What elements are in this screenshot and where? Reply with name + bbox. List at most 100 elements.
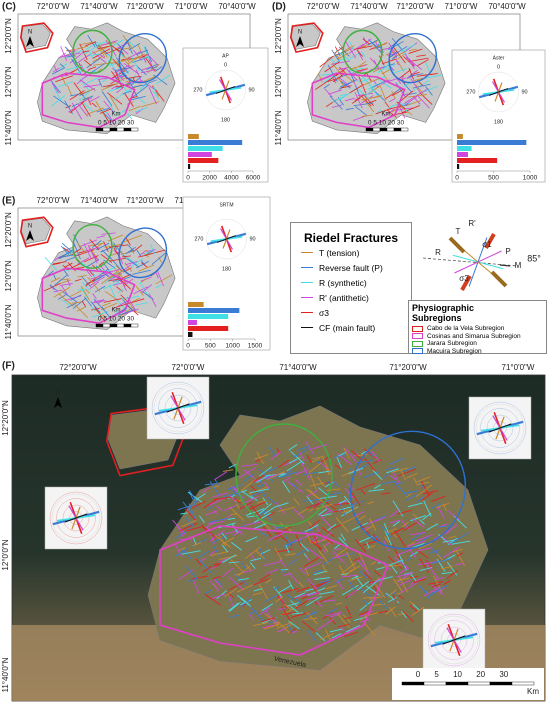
- fracture-line: [261, 617, 276, 623]
- fracture-line: [103, 100, 115, 113]
- fracture-line: [129, 298, 145, 304]
- fracture-line: [186, 526, 202, 532]
- fracture-line: [363, 95, 374, 106]
- rose-petal: [442, 635, 466, 645]
- fracture-line: [377, 63, 391, 74]
- subregion-outline: [289, 22, 324, 54]
- fracture-line: [209, 517, 229, 523]
- tick-label: 500: [205, 343, 216, 350]
- fracture-line: [76, 306, 86, 312]
- fracture-line: [312, 455, 325, 460]
- fracture-line: [115, 84, 131, 88]
- longitude-label: 71°40'0"W: [80, 196, 118, 205]
- fracture-line: [249, 610, 257, 614]
- fracture-line: [241, 562, 247, 571]
- fracture-line: [214, 535, 232, 548]
- fracture-line: [441, 571, 453, 575]
- fracture-line: [397, 54, 405, 60]
- legend-swatch: [301, 251, 313, 254]
- fracture-line: [426, 523, 439, 531]
- scale-bar: [130, 127, 139, 132]
- fracture-line: [275, 548, 293, 553]
- fracture-line: [239, 466, 257, 478]
- rose-ring: [480, 408, 520, 448]
- fracture-line: [389, 519, 401, 524]
- rose-circle: [153, 383, 203, 433]
- fracture-line: [389, 606, 397, 617]
- fracture-line: [401, 521, 409, 528]
- longitude-label: 71°0'0"W: [175, 2, 208, 11]
- subregion-outline: [349, 430, 467, 550]
- scale-bar: [423, 681, 447, 686]
- fracture-line: [83, 296, 92, 307]
- rose-ring: [447, 633, 461, 647]
- fracture-line: [243, 469, 255, 479]
- fracture-line: [399, 579, 412, 586]
- fracture-line: [328, 89, 343, 95]
- scale-bar: [95, 127, 104, 132]
- fracture-line: [320, 632, 334, 640]
- fracture-line: [146, 63, 158, 70]
- fracture-line: [409, 73, 424, 77]
- fracture-line: [363, 621, 376, 636]
- fracture-line: [242, 491, 253, 499]
- fracture-line: [362, 596, 374, 599]
- fracture-line: [61, 52, 81, 58]
- fracture-line: [314, 577, 331, 580]
- fracture-line: [282, 588, 300, 594]
- rose-ring: [151, 381, 205, 435]
- fracture-line: [348, 467, 364, 475]
- fracture-line: [411, 542, 425, 549]
- fracture-line: [136, 249, 142, 257]
- subregion-outline: [388, 33, 437, 84]
- rose-label: 270: [466, 89, 475, 95]
- fracture-line: [69, 93, 80, 97]
- fracture-line: [226, 484, 243, 491]
- rose-petal: [166, 403, 190, 413]
- fracture-line: [368, 488, 384, 492]
- fracture-line: [187, 578, 198, 582]
- fracture-line: [306, 496, 314, 505]
- fracture-line: [395, 549, 412, 556]
- fracture-line: [106, 265, 116, 273]
- fracture-line: [237, 578, 250, 581]
- fracture-line: [319, 55, 334, 68]
- fracture-line: [148, 86, 157, 105]
- fracture-line: [341, 562, 357, 575]
- fracture-line: [351, 575, 359, 580]
- fracture-line: [178, 547, 186, 551]
- fracture-line: [326, 608, 338, 615]
- fracture-line: [82, 282, 91, 292]
- fracture-line: [423, 586, 441, 597]
- fracture-line: [85, 246, 100, 252]
- fracture-line: [86, 107, 105, 115]
- fracture-line: [140, 262, 148, 268]
- fracture-line: [125, 261, 138, 266]
- fracture-line: [252, 592, 263, 596]
- fracture-line: [76, 242, 85, 253]
- fracture-line: [139, 81, 149, 91]
- fracture-line: [285, 469, 292, 475]
- rose-petal: [488, 423, 512, 433]
- fracture-line: [156, 74, 171, 85]
- fracture-line: [243, 496, 259, 504]
- fracture-line: [234, 572, 243, 576]
- fracture-line: [317, 508, 328, 516]
- rose-label: 180: [222, 266, 231, 272]
- fracture-line: [60, 46, 68, 62]
- fracture-line: [306, 596, 319, 601]
- fracture-line: [301, 529, 313, 533]
- fracture-line: [333, 452, 348, 459]
- fracture-line: [390, 508, 400, 518]
- fracture-line: [239, 501, 254, 510]
- fracture-line: [325, 480, 335, 484]
- fracture-line: [317, 73, 323, 83]
- fracture-line: [59, 283, 73, 286]
- fracture-line: [62, 264, 69, 271]
- fracture-line: [343, 447, 350, 460]
- fracture-line: [113, 280, 129, 286]
- fracture-line: [257, 486, 269, 492]
- fracture-line: [155, 284, 162, 289]
- fracture-line: [446, 561, 458, 576]
- fracture-line: [366, 545, 376, 549]
